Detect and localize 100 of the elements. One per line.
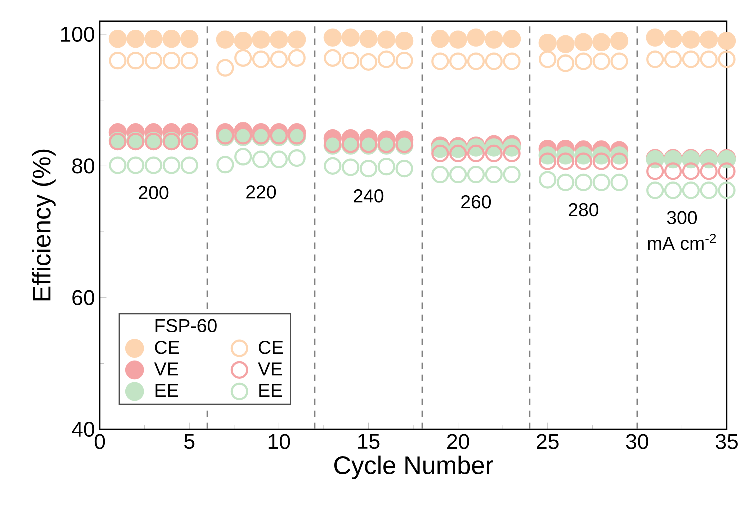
point	[378, 50, 396, 68]
point	[539, 50, 557, 68]
point	[556, 174, 575, 192]
point	[574, 152, 592, 170]
point	[395, 32, 414, 50]
point	[646, 182, 664, 200]
x-tick-label: 5	[184, 434, 195, 450]
x-tick-label: 35	[716, 434, 738, 450]
point	[432, 52, 450, 70]
point	[485, 144, 503, 162]
point	[432, 144, 450, 162]
point	[378, 30, 396, 49]
point	[502, 30, 522, 48]
point	[682, 182, 700, 200]
point	[503, 166, 521, 184]
legend-label: EE	[156, 384, 178, 397]
y-tick-label: 60	[72, 290, 94, 306]
point	[252, 30, 270, 49]
y-tick-label: 40	[72, 422, 94, 437]
annotation: 260	[462, 195, 492, 209]
point	[288, 30, 306, 49]
point	[700, 182, 718, 200]
point	[539, 171, 557, 189]
point	[360, 53, 378, 71]
point	[556, 54, 575, 72]
point	[270, 150, 288, 168]
point	[646, 162, 664, 180]
point	[126, 30, 145, 48]
point	[467, 166, 486, 184]
point	[592, 174, 610, 192]
point	[109, 52, 127, 70]
point	[252, 50, 270, 68]
point	[682, 30, 700, 49]
legend-title: FSP-60	[156, 319, 217, 332]
point	[664, 162, 682, 180]
annotation: 220	[246, 185, 276, 199]
point	[538, 34, 557, 52]
point	[270, 30, 288, 49]
point	[162, 52, 181, 70]
y-tick-label: 100	[61, 26, 94, 42]
point	[396, 160, 414, 178]
point	[485, 30, 504, 49]
point	[449, 144, 468, 162]
annotation: 280	[569, 203, 599, 216]
point	[467, 52, 486, 70]
point	[610, 174, 628, 192]
point	[360, 160, 378, 178]
point	[288, 49, 306, 67]
y-tick-label: 80	[72, 158, 94, 174]
point	[610, 152, 628, 170]
point	[216, 59, 234, 77]
point	[432, 166, 450, 184]
legend-label: CE	[259, 340, 284, 354]
point	[396, 52, 414, 70]
point	[646, 50, 664, 68]
point	[144, 156, 163, 174]
point	[234, 32, 252, 50]
legend-label: CE	[155, 340, 180, 354]
point	[664, 182, 682, 200]
point	[449, 30, 468, 49]
x-tick-label: 25	[537, 434, 559, 450]
point	[162, 30, 181, 48]
point	[252, 150, 270, 168]
point	[467, 144, 486, 162]
point	[109, 156, 127, 174]
annotation: 300	[667, 211, 698, 224]
point	[503, 52, 521, 70]
point	[592, 52, 610, 70]
point	[324, 28, 342, 47]
annotation: 240	[354, 189, 384, 203]
point	[288, 149, 306, 167]
point	[162, 156, 181, 174]
point	[216, 30, 235, 49]
x-tick-label: 30	[626, 434, 648, 450]
point	[431, 30, 450, 48]
point	[574, 33, 593, 52]
x-axis-title: Cycle Number	[334, 456, 494, 480]
point	[180, 52, 198, 70]
point	[646, 28, 664, 47]
point	[610, 32, 629, 50]
point	[682, 162, 700, 180]
legend-label: VE	[154, 362, 178, 376]
point	[234, 148, 252, 166]
point	[360, 30, 378, 48]
annotation: 200	[139, 186, 169, 200]
point	[556, 152, 575, 170]
point	[682, 50, 700, 68]
point	[324, 157, 342, 175]
point	[449, 52, 468, 70]
point	[378, 158, 396, 176]
point	[342, 158, 360, 176]
point	[108, 30, 128, 48]
x-tick-label: 0	[94, 434, 106, 450]
point	[700, 162, 718, 180]
point	[180, 156, 198, 174]
point	[180, 30, 199, 48]
point	[610, 52, 628, 70]
annotation: mA cm$^{-2}$	[648, 234, 716, 250]
point	[574, 52, 592, 70]
x-tick-label: 15	[358, 434, 380, 450]
